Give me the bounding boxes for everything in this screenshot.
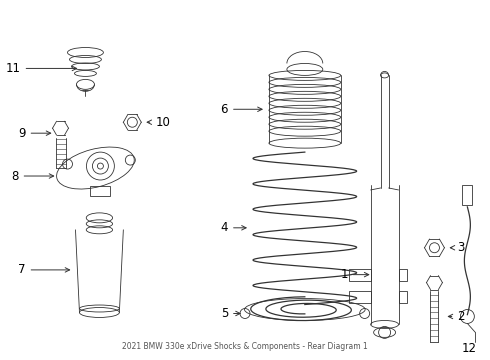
Text: 9: 9 <box>18 127 50 140</box>
Text: 4: 4 <box>220 221 246 234</box>
Text: 2: 2 <box>448 310 465 323</box>
Text: 8: 8 <box>11 170 54 183</box>
Text: 10: 10 <box>147 116 170 129</box>
Text: 3: 3 <box>450 241 465 254</box>
Text: 12: 12 <box>462 342 476 355</box>
Text: 2021 BMW 330e xDrive Shocks & Components - Rear Diagram 1: 2021 BMW 330e xDrive Shocks & Components… <box>122 342 368 351</box>
Text: 5: 5 <box>220 307 240 320</box>
Text: 6: 6 <box>220 103 262 116</box>
Text: 7: 7 <box>18 264 70 276</box>
Bar <box>463 185 472 205</box>
Text: 11: 11 <box>6 62 76 75</box>
Text: 1: 1 <box>340 268 369 281</box>
